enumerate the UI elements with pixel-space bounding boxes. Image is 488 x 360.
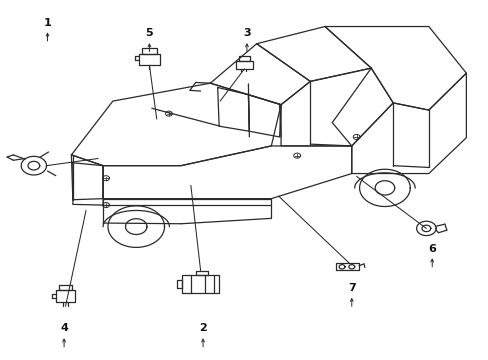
Text: 4: 4 xyxy=(60,324,68,333)
Text: 6: 6 xyxy=(427,243,435,253)
Text: 5: 5 xyxy=(145,28,153,39)
Text: 3: 3 xyxy=(243,28,250,39)
Text: 1: 1 xyxy=(43,18,51,28)
Text: 2: 2 xyxy=(199,324,206,333)
Text: 7: 7 xyxy=(347,283,355,293)
